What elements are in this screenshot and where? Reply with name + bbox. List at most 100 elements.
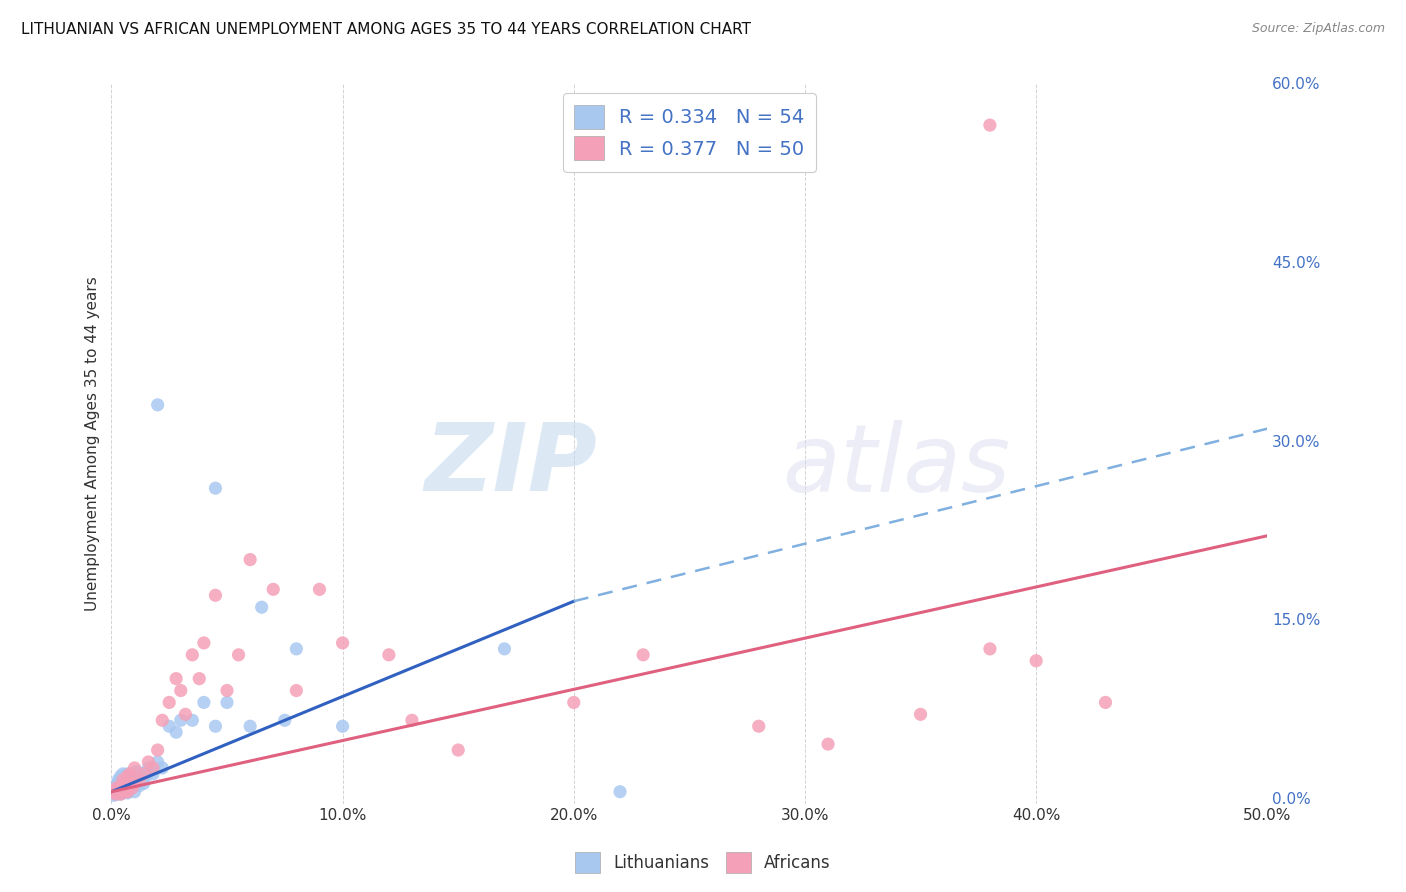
Point — [103, 781, 125, 796]
Point — [110, 785, 132, 799]
Point — [609, 785, 631, 799]
Point — [401, 714, 423, 728]
Point — [124, 785, 146, 799]
Point — [105, 783, 128, 797]
Point — [110, 787, 132, 801]
Point — [215, 695, 238, 709]
Point — [748, 719, 770, 733]
Point — [132, 776, 155, 790]
Point — [142, 767, 165, 781]
Point — [107, 772, 129, 787]
Point — [378, 648, 401, 662]
Point — [979, 118, 1001, 132]
Point — [817, 737, 839, 751]
Point — [114, 776, 136, 790]
Y-axis label: Unemployment Among Ages 35 to 44 years: Unemployment Among Ages 35 to 44 years — [86, 277, 100, 611]
Point — [114, 785, 136, 799]
Point — [111, 772, 134, 787]
Point — [165, 725, 187, 739]
Text: LITHUANIAN VS AFRICAN UNEMPLOYMENT AMONG AGES 35 TO 44 YEARS CORRELATION CHART: LITHUANIAN VS AFRICAN UNEMPLOYMENT AMONG… — [21, 22, 751, 37]
Legend: Lithuanians, Africans: Lithuanians, Africans — [568, 846, 838, 880]
Point — [138, 755, 160, 769]
Point — [146, 743, 169, 757]
Point — [110, 787, 132, 801]
Point — [494, 641, 516, 656]
Point — [111, 767, 134, 781]
Point — [107, 776, 129, 790]
Point — [111, 776, 134, 790]
Point — [285, 641, 308, 656]
Point — [110, 779, 132, 793]
Point — [204, 588, 226, 602]
Point — [332, 636, 354, 650]
Point — [107, 783, 129, 797]
Point — [114, 772, 136, 787]
Point — [157, 719, 180, 733]
Point — [188, 672, 211, 686]
Point — [132, 767, 155, 781]
Point — [117, 776, 139, 790]
Point — [124, 761, 146, 775]
Point — [447, 743, 470, 757]
Point — [118, 779, 141, 793]
Point — [204, 481, 226, 495]
Point — [117, 767, 139, 781]
Point — [174, 707, 197, 722]
Point — [146, 755, 169, 769]
Point — [181, 714, 204, 728]
Point — [107, 786, 129, 800]
Point — [239, 552, 262, 566]
Point — [181, 648, 204, 662]
Point — [105, 787, 128, 801]
Point — [1025, 654, 1047, 668]
Point — [110, 769, 132, 783]
Point — [111, 781, 134, 796]
Point — [121, 781, 143, 796]
Point — [103, 789, 125, 803]
Point — [262, 582, 284, 597]
Point — [124, 772, 146, 787]
Point — [117, 785, 139, 799]
Point — [107, 781, 129, 796]
Point — [105, 781, 128, 796]
Point — [165, 672, 187, 686]
Point — [150, 761, 173, 775]
Text: atlas: atlas — [782, 419, 1010, 510]
Point — [105, 779, 128, 793]
Point — [979, 641, 1001, 656]
Point — [631, 648, 654, 662]
Point — [110, 779, 132, 793]
Point — [308, 582, 330, 597]
Point — [117, 786, 139, 800]
Point — [114, 781, 136, 796]
Point — [228, 648, 250, 662]
Point — [118, 767, 141, 781]
Point — [170, 683, 193, 698]
Point — [118, 781, 141, 796]
Point — [138, 761, 160, 775]
Text: Source: ZipAtlas.com: Source: ZipAtlas.com — [1251, 22, 1385, 36]
Point — [103, 785, 125, 799]
Point — [124, 776, 146, 790]
Point — [193, 695, 215, 709]
Point — [111, 783, 134, 797]
Point — [1094, 695, 1116, 709]
Point — [114, 785, 136, 799]
Point — [131, 767, 153, 781]
Point — [215, 683, 238, 698]
Point — [105, 787, 128, 801]
Text: ZIP: ZIP — [425, 419, 598, 511]
Point — [332, 719, 354, 733]
Point — [142, 761, 165, 775]
Point — [250, 600, 273, 615]
Point — [121, 779, 143, 793]
Point — [128, 772, 150, 787]
Point — [121, 769, 143, 783]
Point — [146, 398, 169, 412]
Point — [285, 683, 308, 698]
Point — [135, 769, 157, 783]
Point — [204, 719, 226, 733]
Point — [274, 714, 297, 728]
Point — [239, 719, 262, 733]
Point — [118, 772, 141, 787]
